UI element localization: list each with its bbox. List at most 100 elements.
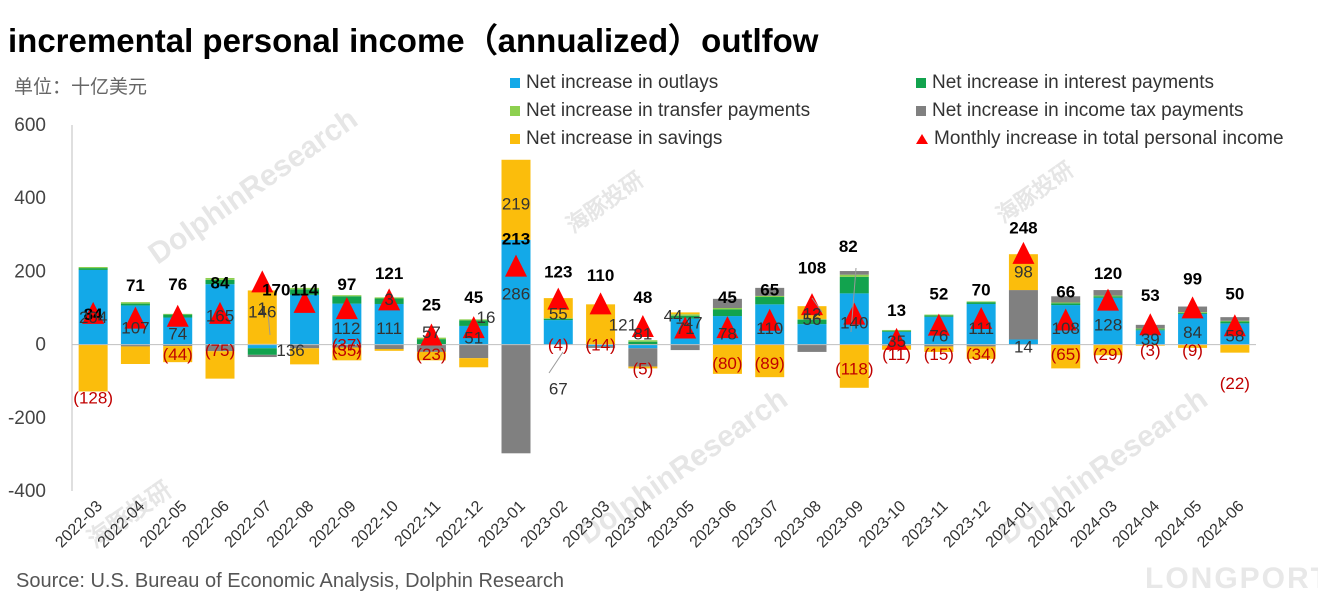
data-label: 97: [337, 275, 356, 294]
data-label: 170: [262, 281, 290, 300]
data-label: 70: [972, 281, 991, 300]
data-label: 57: [422, 323, 441, 342]
bar-segment: [755, 295, 785, 298]
data-label: (5): [632, 359, 653, 378]
bar-segment: [120, 344, 150, 347]
data-label: 50: [1225, 284, 1244, 303]
data-label: 45: [464, 288, 483, 307]
total-income-marker: [801, 293, 823, 316]
legend-item: Net increase in outlays: [510, 72, 718, 94]
bar-segment: [712, 344, 742, 374]
data-label: 84: [211, 273, 230, 292]
data-label: 121: [375, 264, 403, 283]
data-label: (37): [332, 336, 362, 355]
data-label: 78: [718, 325, 737, 344]
data-label: 121: [609, 315, 637, 334]
total-income-marker: [124, 306, 147, 329]
data-label: 45: [718, 288, 737, 307]
data-label: 286: [502, 284, 530, 303]
total-income-marker: [1223, 314, 1246, 337]
data-label: 67: [549, 380, 568, 399]
total-income-marker: [885, 327, 908, 350]
total-income-marker: [843, 302, 866, 325]
legend-swatch: [510, 106, 520, 116]
bar-segment: [966, 301, 996, 303]
total-income-marker: [631, 315, 654, 338]
data-label: (29): [1093, 345, 1123, 364]
data-label: 71: [676, 319, 695, 338]
bar-segment: [247, 354, 277, 358]
data-label: 3: [384, 290, 393, 309]
total-income-marker: [547, 287, 570, 310]
total-income-marker: [251, 270, 274, 293]
y-tick-label: -400: [8, 481, 46, 502]
data-label: 74: [168, 325, 187, 344]
x-tick-label: 2022-10: [348, 498, 402, 552]
data-label: 140: [840, 314, 868, 333]
unit-label: 单位：十亿美元: [14, 77, 148, 98]
bar-segment: [205, 277, 235, 280]
data-label: 16: [477, 308, 496, 327]
leader-line: [811, 297, 823, 313]
bar-segment: [78, 268, 108, 270]
bar-segment: [374, 303, 404, 345]
bar-segment: [755, 297, 785, 305]
data-label: (44): [163, 345, 193, 364]
bar-segment: [628, 348, 658, 367]
bar-segment: [1178, 344, 1208, 348]
bar-segment: [78, 344, 108, 392]
data-label: 84: [1183, 323, 1202, 342]
total-income-marker: [589, 292, 612, 315]
bar-segment: [1135, 344, 1165, 346]
data-label: 110: [587, 266, 614, 285]
bar-segment: [797, 324, 827, 345]
bar-segment: [459, 358, 489, 368]
legend-label: Net increase in interest payments: [932, 72, 1214, 93]
bar-segment: [247, 344, 277, 349]
total-income-marker: [927, 313, 950, 336]
total-income-marker: [82, 301, 105, 324]
data-label: (14): [585, 336, 615, 355]
bar-segment: [332, 344, 362, 348]
legend-swatch: [916, 78, 926, 88]
bar-segment: [628, 344, 658, 349]
data-label: 99: [1183, 270, 1202, 289]
bar-segment: [290, 287, 320, 290]
data-label: 25: [422, 295, 441, 314]
data-label: 98: [1014, 262, 1033, 281]
legend-swatch: [510, 78, 520, 88]
data-label: 14: [1014, 337, 1033, 356]
bar-segment: [839, 344, 869, 388]
legend-item: Net increase in income tax payments: [916, 100, 1244, 122]
data-label: 51: [464, 328, 483, 347]
source-note: Source: U.S. Bureau of Economic Analysis…: [16, 570, 565, 592]
bar-segment: [501, 159, 531, 240]
bar-segment: [755, 344, 785, 378]
data-label: 128: [1094, 315, 1122, 334]
data-label: 123: [544, 262, 572, 281]
legend-item: Net increase in interest payments: [916, 72, 1214, 94]
data-label: 48: [633, 288, 652, 307]
data-label: 204: [79, 308, 107, 327]
bar-segment: [712, 309, 742, 317]
bar-segment: [332, 295, 362, 297]
bar-segment: [839, 274, 869, 277]
data-label: 136: [276, 341, 304, 360]
bar-segment: [290, 348, 320, 365]
data-label: (35): [332, 341, 362, 360]
bar-segment: [712, 298, 742, 308]
data-label: 108: [1052, 319, 1080, 338]
data-label: (15): [924, 345, 954, 364]
bar-segment: [1093, 344, 1123, 356]
y-tick-label: 400: [14, 188, 46, 209]
bar-segment: [1051, 302, 1081, 304]
bar-segment: [1051, 296, 1081, 303]
bar-segment: [797, 319, 827, 325]
total-income-marker: [1012, 241, 1035, 264]
legend-item: Net increase in transfer payments: [510, 100, 810, 122]
data-label: 53: [1141, 286, 1160, 305]
data-label: 82: [839, 237, 858, 256]
bar-segment: [670, 314, 700, 316]
bar-segment: [670, 344, 700, 351]
